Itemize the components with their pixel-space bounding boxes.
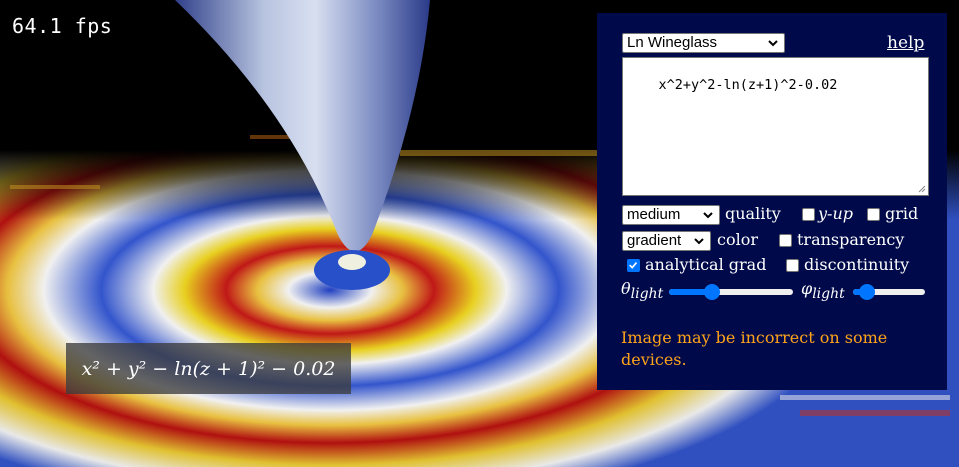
preset-select[interactable]: Ln Wineglass bbox=[622, 33, 785, 53]
check-icon bbox=[629, 261, 638, 269]
quality-select[interactable]: medium bbox=[622, 205, 720, 225]
slider-thumb[interactable] bbox=[859, 284, 876, 300]
expression-text: x^2+y^2-ln(z+1)^2-0.02 bbox=[658, 77, 838, 93]
quality-label: quality bbox=[725, 204, 781, 223]
color-select-value: gradient bbox=[627, 232, 682, 249]
phi-light-label: φlight bbox=[801, 279, 845, 302]
analytical-grad-checkbox[interactable] bbox=[627, 259, 640, 272]
fps-counter: 64.1 fps bbox=[12, 14, 113, 38]
resize-grip-icon[interactable] bbox=[917, 184, 926, 193]
chevron-down-icon bbox=[703, 212, 713, 219]
analytical-grad-label: analytical grad bbox=[645, 255, 767, 274]
yup-checkbox[interactable] bbox=[802, 208, 815, 221]
phi-symbol: φ bbox=[801, 279, 813, 298]
slider-track bbox=[669, 289, 793, 295]
phi-subscript: light bbox=[812, 286, 845, 303]
grid-label: grid bbox=[885, 204, 919, 223]
theta-subscript: light bbox=[630, 286, 664, 303]
discontinuity-checkbox[interactable] bbox=[786, 259, 799, 272]
transparency-checkbox[interactable] bbox=[779, 234, 792, 247]
theta-symbol: θ bbox=[621, 279, 631, 298]
discontinuity-label: discontinuity bbox=[804, 255, 910, 274]
slider-thumb[interactable] bbox=[704, 284, 721, 300]
transparency-label: transparency bbox=[797, 230, 905, 249]
formula-display: x² + y² − ln(z + 1)² − 0.02 bbox=[66, 343, 351, 394]
quality-select-value: medium bbox=[627, 206, 681, 223]
help-link[interactable]: help bbox=[887, 33, 925, 53]
device-warning: Image may be incorrect on some devices. bbox=[621, 328, 888, 369]
color-select[interactable]: gradient bbox=[622, 231, 711, 251]
grid-checkbox[interactable] bbox=[867, 208, 880, 221]
control-panel: Ln Wineglass help x^2+y^2-ln(z+1)^2-0.02… bbox=[597, 13, 947, 390]
theta-light-slider[interactable] bbox=[669, 284, 793, 300]
color-label: color bbox=[717, 230, 758, 249]
chevron-down-icon bbox=[768, 40, 778, 47]
yup-label: y-up bbox=[818, 204, 853, 223]
slider-fill bbox=[669, 289, 713, 295]
chevron-down-icon bbox=[694, 238, 704, 245]
expression-textarea[interactable]: x^2+y^2-ln(z+1)^2-0.02 bbox=[622, 57, 929, 196]
phi-light-slider[interactable] bbox=[853, 284, 925, 300]
slider-track bbox=[853, 289, 925, 295]
preset-select-value: Ln Wineglass bbox=[627, 34, 718, 51]
theta-light-label: θlight bbox=[621, 279, 663, 302]
